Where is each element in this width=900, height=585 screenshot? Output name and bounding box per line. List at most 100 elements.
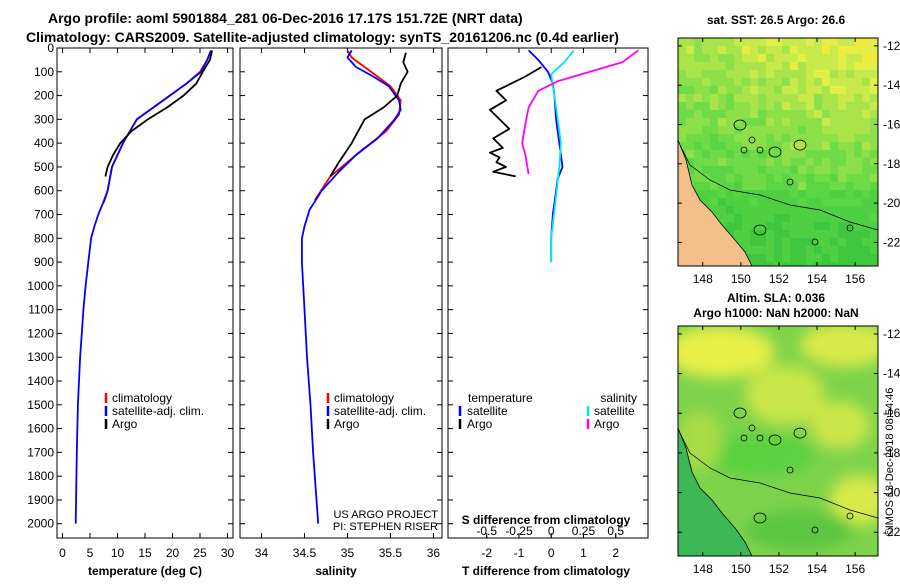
s-tick-label: -0.25	[505, 524, 533, 538]
sst-cell	[702, 46, 710, 54]
sst-cell	[766, 238, 774, 246]
sst-cell	[854, 166, 862, 174]
sst-cell	[758, 166, 766, 174]
sst-cell	[750, 214, 758, 222]
sst-map	[678, 38, 878, 266]
sst-cell	[782, 142, 790, 150]
sst-cell	[686, 150, 694, 158]
sst-cell	[838, 158, 846, 166]
x-tick-label: 0	[548, 546, 555, 560]
sst-cell	[718, 78, 726, 86]
map-x-tick-label: 154	[807, 272, 827, 286]
sst-cell	[854, 182, 862, 190]
sst-cell	[694, 118, 702, 126]
sst-cell	[838, 46, 846, 54]
sst-cell	[806, 254, 814, 262]
map-y-tick-label: -16	[883, 406, 900, 420]
sst-cell	[782, 190, 790, 198]
sst-cell	[854, 70, 862, 78]
sst-cell	[766, 54, 774, 62]
sst-cell	[838, 222, 846, 230]
depth-tick-label: 200	[34, 89, 54, 103]
sst-cell	[838, 118, 846, 126]
sst-cell	[750, 238, 758, 246]
sst-cell	[774, 150, 782, 158]
depth-axis: 0 100 200 300 400 500 600 700 800 900 1000 1100 1200…	[27, 41, 54, 531]
sst-cell	[734, 174, 742, 182]
sst-cell	[710, 102, 718, 110]
sst-cell	[718, 126, 726, 134]
sst-cell	[734, 102, 742, 110]
sst-cell	[782, 110, 790, 118]
sst-cell	[766, 158, 774, 166]
sst-cell	[710, 182, 718, 190]
sst-cell	[742, 54, 750, 62]
sst-cell	[774, 94, 782, 102]
sst-cell	[726, 190, 734, 198]
sst-cell	[734, 38, 742, 46]
sst-cell	[830, 78, 838, 86]
sst-cell	[798, 62, 806, 70]
sst-cell	[822, 182, 830, 190]
legend-label: Argo	[594, 417, 620, 431]
sst-cell	[870, 54, 878, 62]
sst-cell	[766, 166, 774, 174]
sst-cell	[734, 158, 742, 166]
sst-cell	[702, 158, 710, 166]
sst-cell	[822, 238, 830, 246]
island-outline	[793, 427, 807, 439]
map-y-tick-label: -12	[883, 327, 900, 341]
sst-cell	[846, 86, 854, 94]
sst-cell	[862, 46, 870, 54]
sst-cell	[774, 142, 782, 150]
x-tick-label: 35.5	[379, 546, 403, 560]
sst-cell	[742, 214, 750, 222]
x-tick-label: 15	[138, 546, 152, 560]
sst-cell	[854, 54, 862, 62]
sst-cell	[862, 198, 870, 206]
sst-cell	[798, 78, 806, 86]
sst-cell	[766, 70, 774, 78]
depth-tick-label: 1800	[27, 469, 54, 483]
sst-cell	[870, 70, 878, 78]
sst-cell	[774, 46, 782, 54]
sst-cell	[814, 54, 822, 62]
series-line-s-argo	[521, 49, 639, 175]
sst-cell	[718, 54, 726, 62]
sst-cell	[758, 126, 766, 134]
sst-cell	[814, 110, 822, 118]
sst-cell	[798, 150, 806, 158]
sst-cell	[686, 102, 694, 110]
sst-cell	[694, 126, 702, 134]
sst-cell	[798, 86, 806, 94]
x-tick-label: 34	[255, 546, 269, 560]
sst-cell	[870, 166, 878, 174]
sst-cell	[870, 262, 878, 266]
sst-cell	[766, 206, 774, 214]
sst-cell	[766, 262, 774, 266]
sst-cell	[782, 246, 790, 254]
sst-cell	[742, 198, 750, 206]
island-outline	[786, 178, 794, 186]
sst-cell	[702, 150, 710, 158]
depth-tick-label: 300	[34, 112, 54, 126]
sst-cell	[750, 198, 758, 206]
sst-cell	[702, 190, 710, 198]
map-y-tick-label: -22	[883, 235, 900, 249]
sst-cell	[822, 222, 830, 230]
sst-cell	[750, 102, 758, 110]
sst-cell	[830, 230, 838, 238]
map-x-tick-label: 150	[731, 272, 751, 286]
sst-cell	[846, 70, 854, 78]
sst-cell	[726, 94, 734, 102]
sst-cell	[742, 182, 750, 190]
series-line-argo	[104, 50, 213, 177]
sst-cell	[822, 118, 830, 126]
sst-cell	[798, 182, 806, 190]
legend-label: satellite	[594, 404, 635, 418]
sst-cell	[870, 206, 878, 214]
sst-cell	[678, 142, 686, 150]
sst-cell	[854, 254, 862, 262]
sst-cell	[702, 38, 710, 46]
sst-cell	[854, 206, 862, 214]
